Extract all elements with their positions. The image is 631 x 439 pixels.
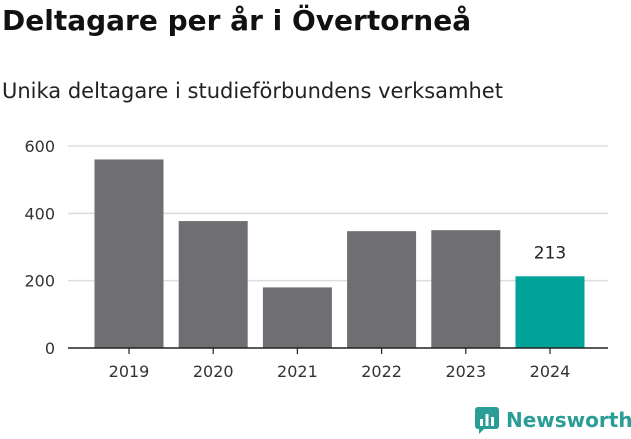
x-tick-label: 2022 — [361, 362, 402, 381]
x-tick-label: 2020 — [193, 362, 234, 381]
bar-2020 — [178, 221, 248, 348]
chart-title: Deltagare per år i Övertorneå — [2, 4, 472, 37]
y-tick-label: 0 — [45, 339, 55, 358]
newsworthy-logo: Newsworthy — [474, 406, 631, 434]
x-tick-label: 2023 — [445, 362, 486, 381]
bar-2024 — [515, 276, 585, 348]
x-tick-label: 2019 — [109, 362, 150, 381]
y-tick-label: 400 — [24, 204, 55, 223]
newsworthy-logo-icon — [475, 407, 499, 434]
bar-2021 — [262, 287, 332, 348]
bar-2023 — [431, 230, 501, 348]
y-tick-label: 200 — [24, 272, 55, 291]
chart-subtitle: Unika deltagare i studieförbundens verks… — [2, 79, 503, 103]
bars — [68, 159, 608, 354]
logo-text: Newsworthy — [506, 408, 631, 432]
bar-2022 — [347, 231, 417, 348]
x-tick-label: 2021 — [277, 362, 318, 381]
x-tick-label: 2024 — [530, 362, 571, 381]
data-label: 213 — [534, 243, 566, 263]
bar-2019 — [94, 159, 164, 348]
y-tick-label: 600 — [24, 137, 55, 156]
labels: 0 200 400 600 2019 2020 2021 2022 2023 2024 213 — [24, 137, 570, 381]
